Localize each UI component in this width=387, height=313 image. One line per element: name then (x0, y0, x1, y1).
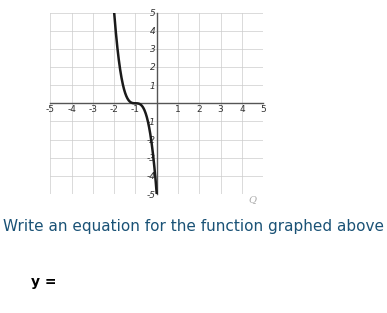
FancyBboxPatch shape (55, 268, 289, 302)
Text: y =: y = (31, 275, 57, 289)
Text: Write an equation for the function graphed above: Write an equation for the function graph… (3, 219, 384, 234)
Text: Q: Q (248, 195, 257, 204)
